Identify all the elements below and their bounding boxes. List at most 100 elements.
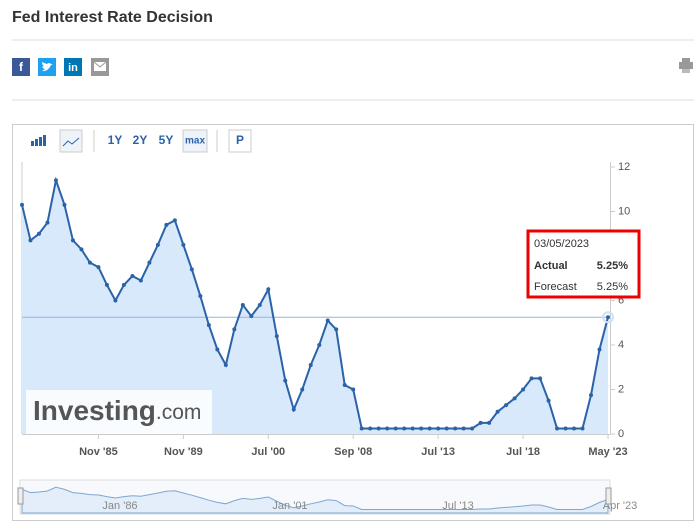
point xyxy=(164,222,169,227)
navigator-handle[interactable] xyxy=(605,487,612,505)
point xyxy=(402,426,407,431)
point xyxy=(325,318,330,323)
point xyxy=(376,426,381,431)
point xyxy=(555,426,560,431)
point xyxy=(444,426,449,431)
navigator-label: Jan '01 xyxy=(272,500,307,512)
x-tick-label: Jul '18 xyxy=(506,446,540,458)
tooltip-value: 5.25% xyxy=(597,281,628,293)
point xyxy=(20,202,24,207)
point xyxy=(529,376,534,381)
point xyxy=(28,238,33,243)
active-point xyxy=(602,311,614,324)
x-tick-label: May '23 xyxy=(588,446,627,458)
bar-chart-button[interactable] xyxy=(31,135,46,146)
range-button[interactable]: 5Y xyxy=(159,133,174,147)
x-tick-label: Jul '00 xyxy=(251,446,285,458)
range-button[interactable]: 2Y xyxy=(133,133,148,147)
tooltip-label: Forecast xyxy=(534,281,577,293)
line-chart-button[interactable] xyxy=(59,129,83,153)
line-chart-icon xyxy=(62,137,80,147)
navigator-handle[interactable] xyxy=(17,487,24,505)
print-chart-label[interactable]: P xyxy=(236,133,244,147)
point xyxy=(521,387,526,392)
point xyxy=(495,409,500,414)
x-tick-label: Sep '08 xyxy=(334,446,372,458)
linkedin-icon[interactable]: in xyxy=(68,62,78,74)
facebook-button[interactable] xyxy=(12,58,30,76)
point xyxy=(334,327,339,332)
line xyxy=(21,176,609,430)
point xyxy=(189,267,194,272)
email-icon-flap xyxy=(93,61,107,68)
point xyxy=(257,302,262,307)
navigator-label: Jan '86 xyxy=(102,500,137,512)
point xyxy=(36,231,41,236)
tooltip-value: 5.25% xyxy=(597,260,628,272)
point xyxy=(436,426,441,431)
point xyxy=(478,420,483,425)
point xyxy=(130,274,135,279)
logo-suffix: .com xyxy=(156,401,202,424)
point xyxy=(206,322,211,327)
range-button[interactable]: 1Y xyxy=(108,133,123,147)
print-chart-button[interactable] xyxy=(228,129,252,153)
point xyxy=(606,315,610,320)
range-button[interactable]: max xyxy=(185,136,205,147)
point xyxy=(351,387,356,392)
point xyxy=(512,396,517,401)
y-tick-label: 0 xyxy=(618,428,624,440)
point xyxy=(504,403,509,408)
point xyxy=(563,426,568,431)
point xyxy=(453,426,458,431)
x-tick-label: Nov '85 xyxy=(79,446,118,458)
point xyxy=(342,383,347,388)
y-tick-label: 6 xyxy=(618,294,624,306)
point xyxy=(240,302,245,307)
point xyxy=(291,407,296,412)
point xyxy=(308,363,313,368)
facebook-icon[interactable]: f xyxy=(19,60,24,74)
point xyxy=(62,202,67,207)
point xyxy=(538,376,543,381)
point xyxy=(172,218,177,223)
point xyxy=(53,178,58,183)
point xyxy=(138,278,143,283)
point xyxy=(368,426,373,431)
point xyxy=(232,327,237,332)
point xyxy=(181,242,186,247)
point xyxy=(393,426,398,431)
x-tick-label: Jul '13 xyxy=(421,446,455,458)
print-button[interactable] xyxy=(679,58,693,73)
point xyxy=(266,287,271,292)
area xyxy=(22,180,608,434)
point xyxy=(104,282,109,287)
point xyxy=(546,398,551,403)
page-title: Fed Interest Rate Decision xyxy=(12,9,213,26)
point xyxy=(410,426,415,431)
point xyxy=(580,426,585,431)
logo-backdrop xyxy=(26,390,212,434)
point xyxy=(79,247,84,252)
linkedin-button[interactable] xyxy=(64,58,82,76)
point xyxy=(45,220,50,225)
point xyxy=(215,347,220,352)
logo-name: Investing xyxy=(33,395,156,426)
point xyxy=(113,298,118,303)
logo: Investing.com xyxy=(33,395,201,426)
point xyxy=(470,426,475,431)
point xyxy=(87,260,92,265)
point xyxy=(427,426,432,431)
point xyxy=(147,260,152,265)
navigator-area xyxy=(21,486,609,514)
tooltip-box xyxy=(526,229,641,299)
tooltip-date: 03/05/2023 xyxy=(534,238,589,250)
point xyxy=(283,378,288,383)
y-tick-label: 4 xyxy=(618,339,624,351)
point xyxy=(274,334,279,339)
y-tick-label: 12 xyxy=(618,161,630,173)
tooltip: 03/05/2023 Actual 5.25% Forecast 5.25% xyxy=(526,229,641,299)
point xyxy=(317,343,322,347)
max-button[interactable] xyxy=(182,129,208,153)
